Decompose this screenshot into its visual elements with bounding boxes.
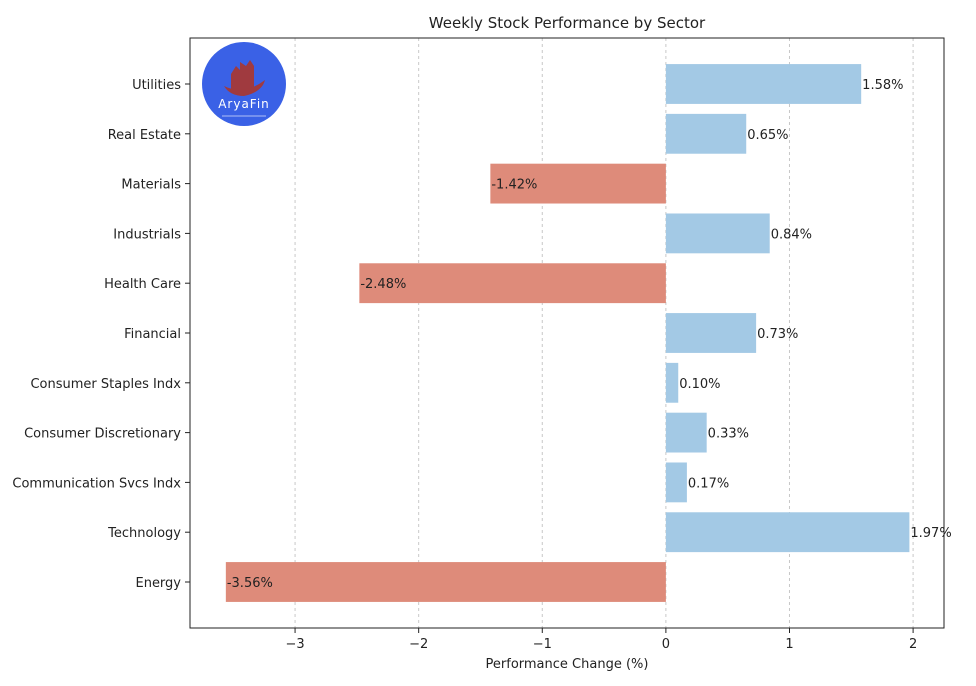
data-label: 0.17% (688, 476, 729, 491)
y-axis: Utilities Real Estate Materials Industrials… (12, 78, 190, 591)
data-label: 0.84% (771, 227, 812, 242)
x-tick-label: −3 (285, 637, 304, 652)
data-label: 0.10% (679, 377, 720, 392)
category-label: Consumer Staples Indx (30, 377, 181, 392)
bar (665, 213, 770, 254)
x-axis: −3 −2 −1 0 1 2 (285, 628, 917, 652)
bar (665, 512, 910, 553)
x-tick-label: 1 (785, 637, 793, 652)
category-label: Industrials (113, 227, 181, 242)
bar (225, 562, 666, 602)
x-tick-label: −1 (533, 637, 552, 652)
data-label: -2.48% (360, 277, 406, 292)
logo-buildings-icon (231, 60, 254, 91)
bar (665, 412, 707, 453)
bars (225, 64, 910, 602)
x-tick-label: 2 (909, 637, 917, 652)
x-tick-label: −2 (409, 637, 428, 652)
data-label: -1.42% (491, 178, 537, 193)
category-label: Consumer Discretionary (24, 427, 181, 442)
data-label: 1.97% (910, 526, 951, 541)
bar (665, 313, 757, 353)
data-label: 0.65% (747, 128, 788, 143)
chart-title: Weekly Stock Performance by Sector (429, 14, 706, 32)
category-label: Utilities (132, 78, 181, 93)
category-label: Technology (107, 526, 181, 541)
logo-mark-icon (224, 60, 265, 96)
x-axis-label: Performance Change (%) (486, 657, 649, 672)
bar (359, 263, 666, 304)
data-labels: 1.58% 0.65% -1.42% 0.84% -2.48% 0.73% 0.10% 0.3… (227, 78, 952, 591)
bar (665, 64, 862, 104)
bar (665, 113, 747, 154)
x-tick-label: 0 (662, 637, 670, 652)
data-label: 1.58% (862, 78, 903, 93)
category-label: Materials (121, 178, 181, 193)
bar (490, 163, 666, 204)
category-label: Energy (135, 576, 181, 591)
bar (665, 362, 679, 403)
data-label: 0.33% (708, 427, 749, 442)
data-label: 0.73% (757, 327, 798, 342)
category-label: Health Care (104, 277, 181, 292)
aryafin-logo: AryaFin (202, 42, 286, 126)
category-label: Real Estate (108, 128, 181, 143)
logo-swoosh-icon (224, 80, 265, 96)
category-label: Financial (124, 327, 181, 342)
data-label: -3.56% (227, 576, 273, 591)
bar (665, 462, 687, 503)
logo-text: AryaFin (218, 97, 270, 111)
category-label: Communication Svcs Indx (12, 476, 181, 491)
